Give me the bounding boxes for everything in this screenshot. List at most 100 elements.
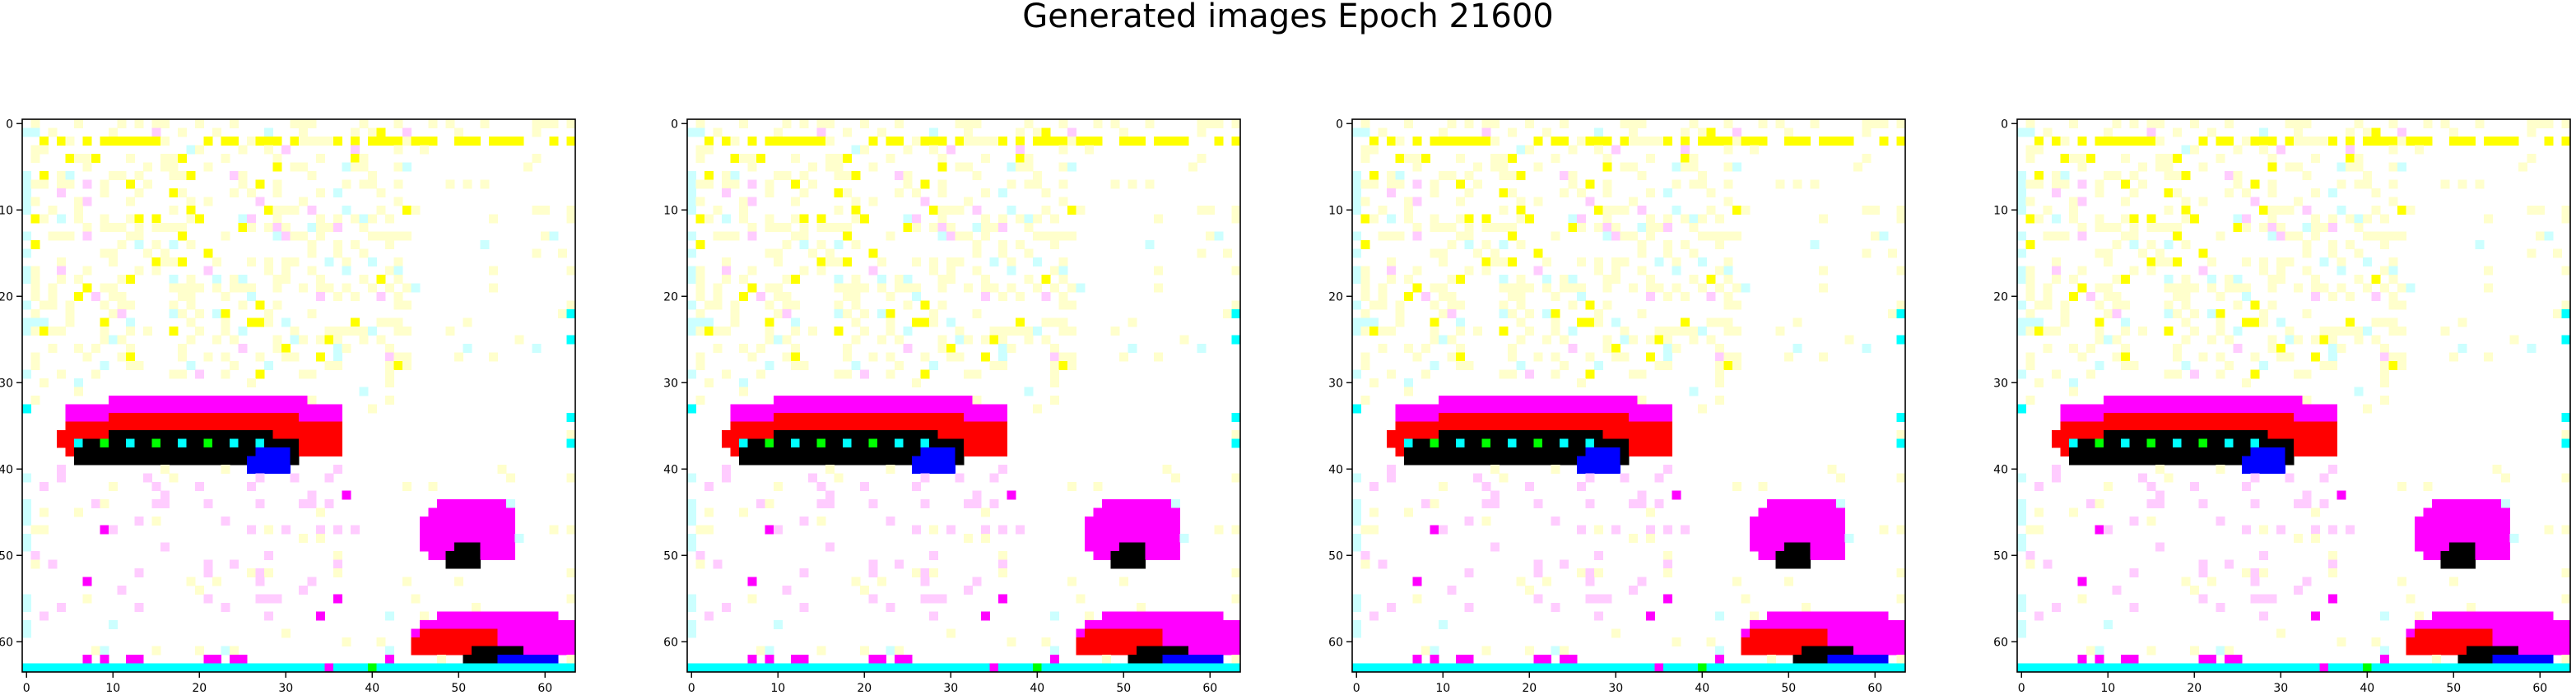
pixel xyxy=(895,655,904,664)
pixel xyxy=(1085,663,1094,673)
y-tick-label: 40 xyxy=(1328,463,1343,476)
pixel xyxy=(825,162,835,172)
pixel xyxy=(428,646,438,656)
pixel xyxy=(1076,283,1086,293)
pixel xyxy=(1447,300,1457,310)
pixel xyxy=(739,197,748,206)
pixel xyxy=(747,283,757,293)
pixel xyxy=(1378,344,1388,353)
pixel xyxy=(2501,473,2510,483)
pixel xyxy=(816,499,826,508)
pixel xyxy=(2457,317,2467,327)
pixel xyxy=(1896,473,1906,483)
pixel xyxy=(1058,179,1068,189)
pixel xyxy=(2112,223,2122,232)
pixel xyxy=(2034,327,2044,336)
pixel xyxy=(1836,473,1845,483)
pixel xyxy=(886,517,895,526)
pixel xyxy=(1447,223,1457,232)
pixel xyxy=(851,292,861,301)
pixel xyxy=(342,490,351,500)
pixel xyxy=(1439,525,1448,535)
pixel xyxy=(2294,499,2303,508)
pixel xyxy=(1058,266,1068,276)
pixel xyxy=(1412,137,1422,146)
pixel xyxy=(1888,620,1897,629)
pixel xyxy=(713,292,723,301)
pixel xyxy=(2052,137,2061,146)
pixel xyxy=(1741,637,1751,646)
pixel xyxy=(1499,369,1509,379)
pixel xyxy=(2276,404,2285,414)
pixel xyxy=(1568,396,1578,405)
pixel xyxy=(816,421,826,431)
pixel xyxy=(1145,637,1155,646)
pixel xyxy=(1128,611,1137,621)
pixel xyxy=(1128,620,1137,629)
pixel xyxy=(1395,663,1405,673)
pixel xyxy=(333,137,342,146)
pixel xyxy=(2267,154,2277,163)
pixel xyxy=(816,430,826,439)
pixel xyxy=(497,534,507,543)
pixel xyxy=(1447,396,1457,405)
pixel xyxy=(843,404,852,414)
pixel xyxy=(886,465,895,474)
pixel xyxy=(1481,404,1491,414)
pixel xyxy=(808,248,817,258)
pixel xyxy=(264,257,273,266)
pixel xyxy=(1629,447,1638,456)
pixel xyxy=(1594,266,1603,276)
pixel xyxy=(1369,482,1379,491)
pixel xyxy=(428,137,438,146)
pixel xyxy=(2198,447,2208,456)
pixel xyxy=(91,404,100,414)
pixel xyxy=(299,162,308,172)
pixel xyxy=(2069,447,2078,456)
pixel xyxy=(1404,214,1413,224)
pixel xyxy=(2311,421,2320,431)
pixel xyxy=(126,352,135,362)
pixel xyxy=(186,214,196,224)
pixel xyxy=(2388,663,2398,673)
pixel xyxy=(2527,620,2536,629)
pixel xyxy=(203,248,213,258)
pixel xyxy=(2363,257,2372,266)
pixel xyxy=(1896,655,1906,664)
pixel xyxy=(1551,646,1560,656)
pixel xyxy=(1412,655,1422,664)
pixel xyxy=(2216,456,2225,466)
pixel xyxy=(255,430,265,439)
pixel xyxy=(2017,663,2026,673)
pixel xyxy=(195,404,204,414)
pixel xyxy=(1360,154,1370,163)
pixel xyxy=(713,206,723,215)
pixel xyxy=(281,421,291,431)
y-tick-label: 30 xyxy=(1328,377,1343,390)
pixel xyxy=(825,137,835,146)
pixel xyxy=(2095,335,2104,345)
pixel xyxy=(2406,594,2416,604)
pixel xyxy=(333,404,342,414)
pixel xyxy=(2060,179,2070,189)
pixel xyxy=(695,283,705,293)
pixel xyxy=(1810,637,1820,646)
pixel xyxy=(1802,628,1811,638)
pixel xyxy=(1430,188,1439,197)
pixel xyxy=(420,145,429,155)
pixel xyxy=(2276,275,2285,284)
pixel xyxy=(454,628,463,638)
pixel xyxy=(57,603,66,612)
pixel xyxy=(2121,655,2130,664)
pixel xyxy=(2311,352,2320,362)
pixel xyxy=(195,309,204,318)
pixel xyxy=(998,248,1007,258)
pixel xyxy=(1844,137,1854,146)
pixel xyxy=(2155,223,2164,232)
pixel xyxy=(1145,517,1155,526)
pixel xyxy=(480,240,490,249)
pixel xyxy=(1594,223,1603,232)
pixel xyxy=(2449,534,2458,543)
pixel xyxy=(1154,214,1163,224)
pixel xyxy=(2043,231,2053,241)
